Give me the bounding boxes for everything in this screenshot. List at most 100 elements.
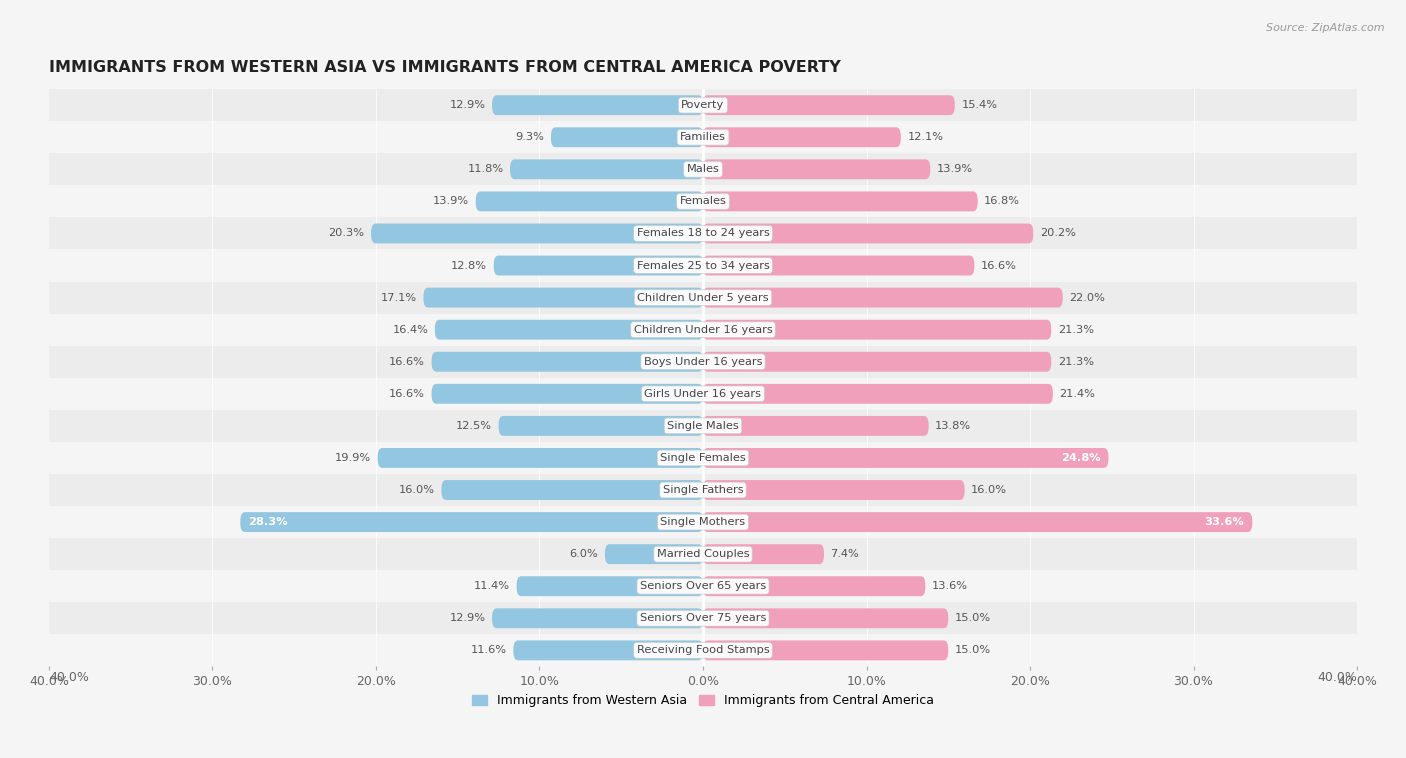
- Text: Families: Families: [681, 132, 725, 143]
- Text: Boys Under 16 years: Boys Under 16 years: [644, 357, 762, 367]
- FancyBboxPatch shape: [703, 224, 1033, 243]
- Bar: [49, 314, 1357, 346]
- Text: IMMIGRANTS FROM WESTERN ASIA VS IMMIGRANTS FROM CENTRAL AMERICA POVERTY: IMMIGRANTS FROM WESTERN ASIA VS IMMIGRAN…: [49, 61, 841, 76]
- FancyBboxPatch shape: [703, 192, 977, 211]
- Text: 11.4%: 11.4%: [474, 581, 510, 591]
- Text: Girls Under 16 years: Girls Under 16 years: [644, 389, 762, 399]
- Text: 21.3%: 21.3%: [1057, 357, 1094, 367]
- Text: 28.3%: 28.3%: [249, 517, 288, 527]
- FancyBboxPatch shape: [475, 192, 703, 211]
- Text: 16.8%: 16.8%: [984, 196, 1021, 206]
- Text: Single Mothers: Single Mothers: [661, 517, 745, 527]
- Bar: [49, 474, 1357, 506]
- Bar: [49, 410, 1357, 442]
- Text: Single Males: Single Males: [666, 421, 740, 431]
- FancyBboxPatch shape: [703, 320, 1052, 340]
- Bar: [49, 570, 1357, 603]
- Text: 13.8%: 13.8%: [935, 421, 972, 431]
- FancyBboxPatch shape: [551, 127, 703, 147]
- Text: 22.0%: 22.0%: [1069, 293, 1105, 302]
- FancyBboxPatch shape: [703, 641, 948, 660]
- Text: 6.0%: 6.0%: [569, 549, 599, 559]
- FancyBboxPatch shape: [423, 287, 703, 308]
- FancyBboxPatch shape: [432, 352, 703, 371]
- Text: Females: Females: [679, 196, 727, 206]
- Text: Males: Males: [686, 164, 720, 174]
- FancyBboxPatch shape: [240, 512, 703, 532]
- Text: 19.9%: 19.9%: [335, 453, 371, 463]
- Bar: [49, 186, 1357, 218]
- Bar: [49, 538, 1357, 570]
- Text: 12.9%: 12.9%: [450, 100, 485, 110]
- FancyBboxPatch shape: [494, 255, 703, 275]
- Text: 16.6%: 16.6%: [389, 357, 425, 367]
- FancyBboxPatch shape: [371, 224, 703, 243]
- Text: 12.1%: 12.1%: [907, 132, 943, 143]
- Text: 11.6%: 11.6%: [471, 645, 506, 656]
- Text: 9.3%: 9.3%: [516, 132, 544, 143]
- Text: 16.6%: 16.6%: [981, 261, 1017, 271]
- Text: 7.4%: 7.4%: [831, 549, 859, 559]
- Bar: [49, 506, 1357, 538]
- Text: 40.0%: 40.0%: [49, 671, 89, 684]
- FancyBboxPatch shape: [703, 352, 1052, 371]
- FancyBboxPatch shape: [703, 159, 931, 179]
- FancyBboxPatch shape: [703, 384, 1053, 404]
- FancyBboxPatch shape: [703, 416, 928, 436]
- FancyBboxPatch shape: [703, 512, 1253, 532]
- Bar: [49, 281, 1357, 314]
- FancyBboxPatch shape: [703, 480, 965, 500]
- Text: 11.8%: 11.8%: [467, 164, 503, 174]
- Text: 16.0%: 16.0%: [399, 485, 434, 495]
- Bar: [49, 603, 1357, 634]
- FancyBboxPatch shape: [492, 96, 703, 115]
- Text: 16.0%: 16.0%: [972, 485, 1007, 495]
- Text: 13.6%: 13.6%: [932, 581, 967, 591]
- FancyBboxPatch shape: [605, 544, 703, 564]
- FancyBboxPatch shape: [499, 416, 703, 436]
- Legend: Immigrants from Western Asia, Immigrants from Central America: Immigrants from Western Asia, Immigrants…: [467, 689, 939, 712]
- Bar: [49, 218, 1357, 249]
- Text: Children Under 5 years: Children Under 5 years: [637, 293, 769, 302]
- Text: 21.3%: 21.3%: [1057, 324, 1094, 335]
- Text: 15.0%: 15.0%: [955, 613, 991, 623]
- Text: Source: ZipAtlas.com: Source: ZipAtlas.com: [1267, 23, 1385, 33]
- FancyBboxPatch shape: [441, 480, 703, 500]
- Text: Children Under 16 years: Children Under 16 years: [634, 324, 772, 335]
- Text: 40.0%: 40.0%: [1317, 671, 1357, 684]
- Text: 16.6%: 16.6%: [389, 389, 425, 399]
- Text: 16.4%: 16.4%: [392, 324, 429, 335]
- Text: Single Fathers: Single Fathers: [662, 485, 744, 495]
- Text: 13.9%: 13.9%: [936, 164, 973, 174]
- Text: Seniors Over 75 years: Seniors Over 75 years: [640, 613, 766, 623]
- Bar: [49, 634, 1357, 666]
- FancyBboxPatch shape: [510, 159, 703, 179]
- Text: Receiving Food Stamps: Receiving Food Stamps: [637, 645, 769, 656]
- Text: Seniors Over 65 years: Seniors Over 65 years: [640, 581, 766, 591]
- Bar: [49, 89, 1357, 121]
- FancyBboxPatch shape: [703, 287, 1063, 308]
- FancyBboxPatch shape: [703, 544, 824, 564]
- Bar: [49, 249, 1357, 281]
- Text: 33.6%: 33.6%: [1205, 517, 1244, 527]
- Bar: [49, 377, 1357, 410]
- FancyBboxPatch shape: [703, 96, 955, 115]
- FancyBboxPatch shape: [703, 448, 1108, 468]
- Text: 12.5%: 12.5%: [456, 421, 492, 431]
- Text: 20.2%: 20.2%: [1040, 228, 1076, 239]
- FancyBboxPatch shape: [703, 576, 925, 597]
- FancyBboxPatch shape: [703, 255, 974, 275]
- FancyBboxPatch shape: [516, 576, 703, 597]
- FancyBboxPatch shape: [492, 609, 703, 628]
- Bar: [49, 121, 1357, 153]
- Text: Married Couples: Married Couples: [657, 549, 749, 559]
- Text: 21.4%: 21.4%: [1060, 389, 1095, 399]
- FancyBboxPatch shape: [513, 641, 703, 660]
- FancyBboxPatch shape: [432, 384, 703, 404]
- Text: 17.1%: 17.1%: [381, 293, 416, 302]
- Text: Single Females: Single Females: [661, 453, 745, 463]
- Text: 13.9%: 13.9%: [433, 196, 470, 206]
- Text: Females 25 to 34 years: Females 25 to 34 years: [637, 261, 769, 271]
- Bar: [49, 153, 1357, 186]
- FancyBboxPatch shape: [703, 127, 901, 147]
